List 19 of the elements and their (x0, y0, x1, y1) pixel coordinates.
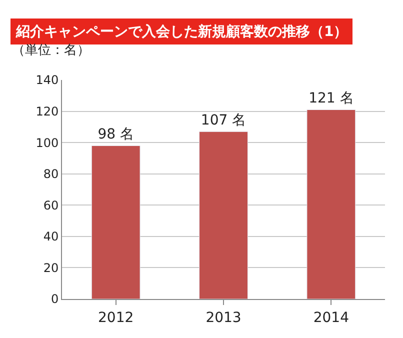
x-tick-label: 2014 (313, 310, 350, 326)
y-tick-label: 120 (36, 104, 59, 118)
x-tick-label: 2013 (206, 310, 242, 326)
data-label: 98 名 (98, 126, 134, 143)
chart-title: 紹介キャンペーンで入会した新規顧客数の推移（1） (15, 23, 348, 40)
data-label: 107 名 (200, 112, 246, 129)
bar (306, 109, 356, 299)
y-tick-label: 140 (36, 73, 59, 88)
bar (91, 145, 140, 299)
y-tick-label: 60 (43, 198, 59, 212)
y-axis-title: （単位：名） (12, 43, 90, 58)
bar (199, 131, 248, 299)
x-tick-label: 2012 (98, 310, 134, 326)
y-tick-label: 20 (43, 260, 59, 275)
data-label: 121 名 (308, 90, 354, 107)
y-tick-label: 40 (43, 230, 59, 244)
y-tick-label: 0 (50, 292, 59, 306)
y-tick-label: 100 (36, 136, 59, 150)
y-tick-label: 80 (43, 167, 59, 182)
